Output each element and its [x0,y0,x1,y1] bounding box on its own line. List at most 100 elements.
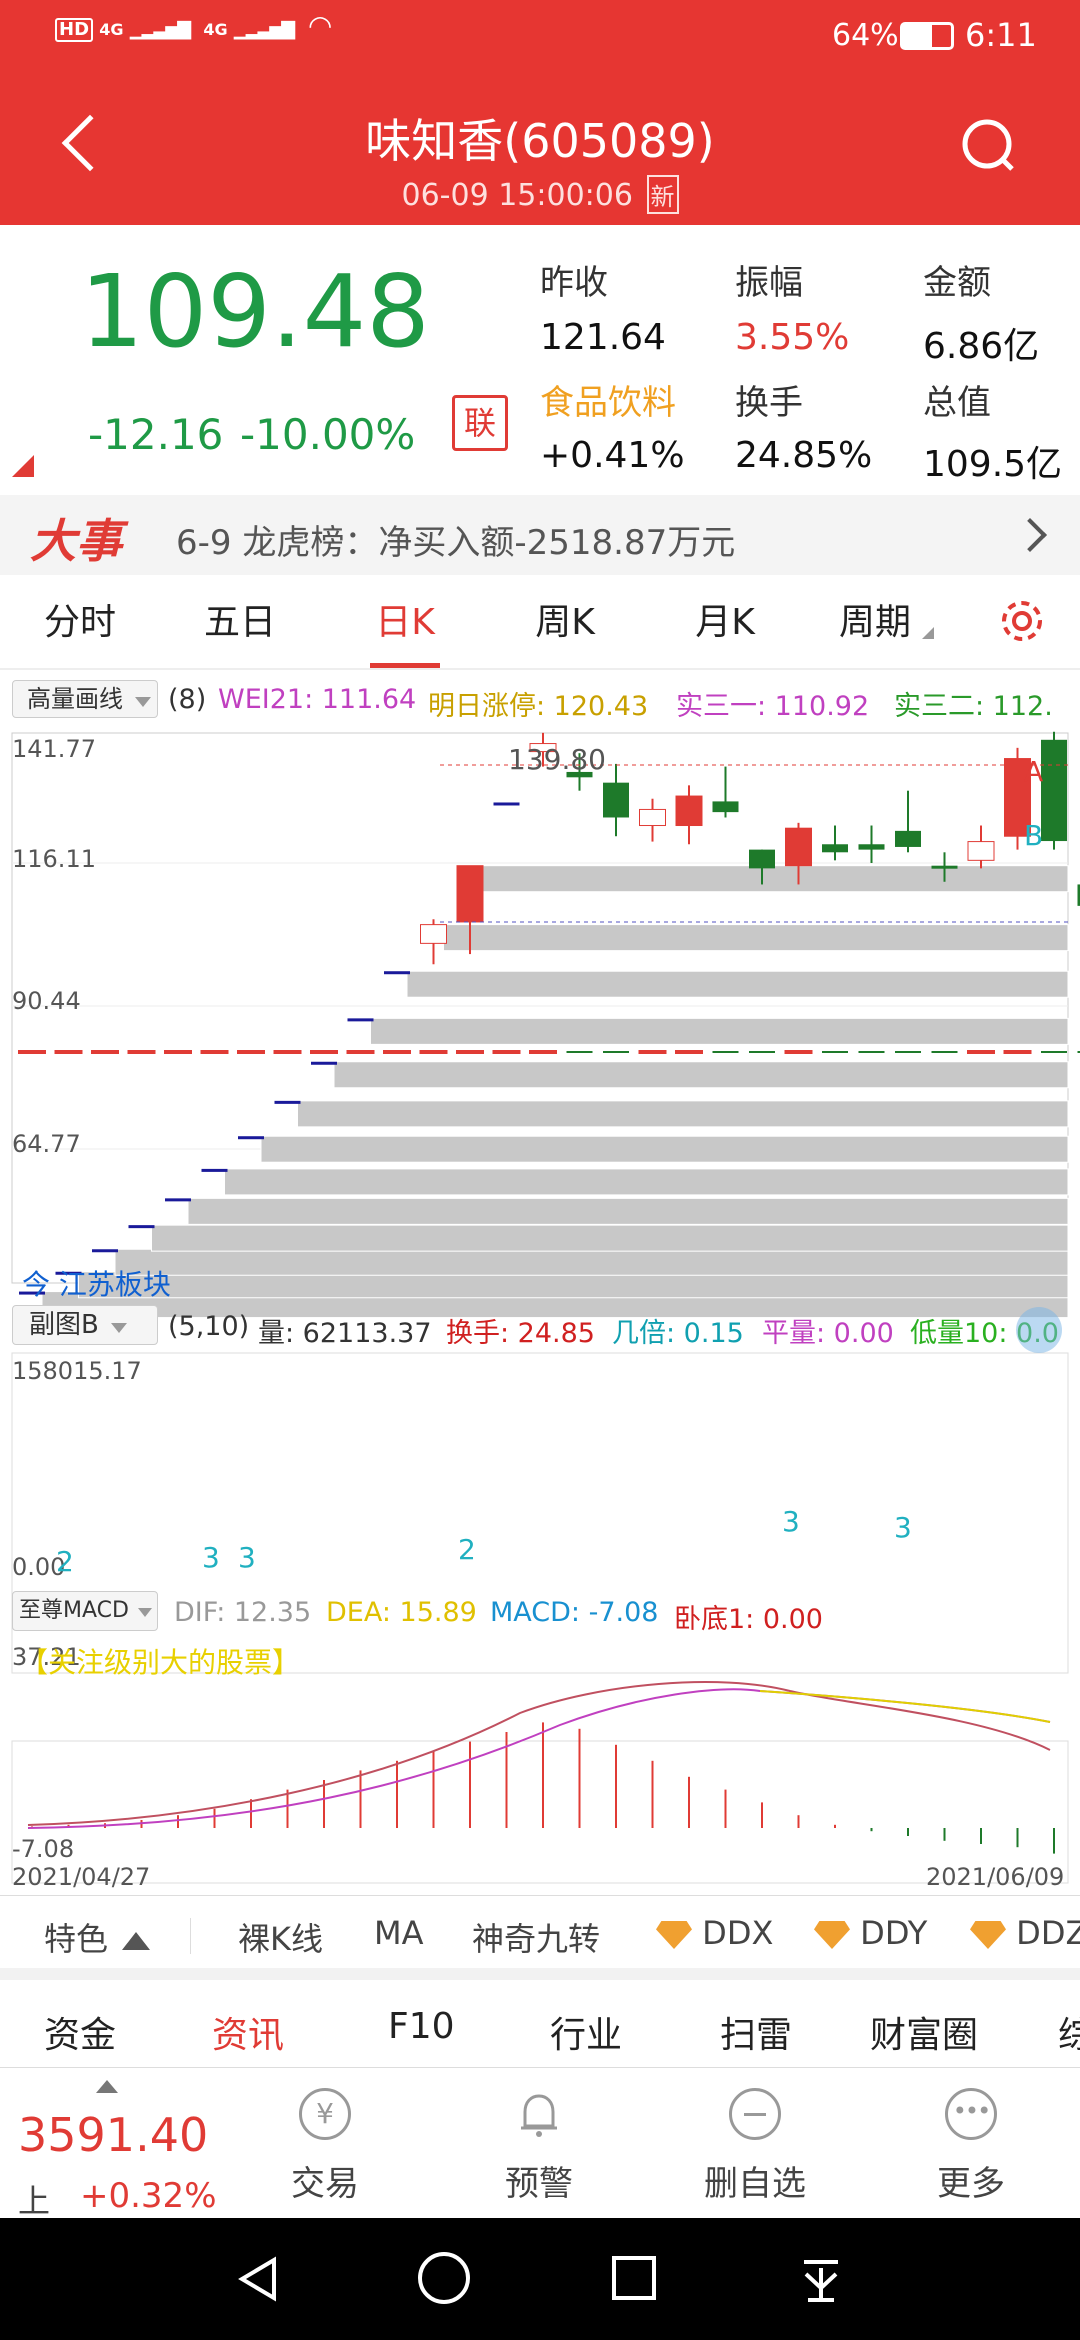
field-value-amount: 6.86亿 [923,326,1040,367]
last-price: 109.48 [80,253,430,370]
scroll-handle[interactable] [1016,1307,1062,1353]
tab-intraday[interactable]: 分时 [43,602,116,643]
volume-bottom-label: 0.00 [12,1553,66,1581]
volume-profile [41,865,1069,1319]
y-label-4: 64.77 [12,1130,81,1158]
volume-marker: 2 [56,1545,74,1578]
volume-bar [784,1050,813,1054]
tab-daily-k[interactable]: 日K [375,602,435,643]
tool-ddy-label: DDY [860,1914,928,1952]
sector-label[interactable]: 食品饮料 [540,383,676,423]
info-tab-community[interactable]: 财富圈 [870,2015,979,2056]
volume-selector[interactable]: 副图B [12,1305,158,1345]
news-bar[interactable]: 大事 6-9 龙虎榜：净买入额-2518.87万元 [0,495,1080,575]
tool-featured[interactable]: 特色 [44,1914,151,1960]
volume-bar [1041,1051,1067,1053]
trade-button[interactable]: ¥ 交易 [270,2088,380,2208]
info-tab-funds[interactable]: 资金 [44,2015,117,2056]
index-widget[interactable]: 3591.40 上 +0.32% [0,2068,250,2220]
nav-notification-icon[interactable] [796,2254,846,2304]
gear-icon[interactable] [998,597,1046,645]
volume-bar [91,1050,119,1054]
volume-profile-bar [479,865,1069,893]
volume-bar [638,1050,667,1054]
tool-ddx-label: DDX [702,1914,774,1952]
vol-turnover: 换手: 24.85 [446,1318,595,1349]
volume-bar [127,1050,156,1054]
candle-body [931,865,958,869]
minus-circle-icon [729,2088,781,2140]
volume-profile-bar [187,1197,1069,1225]
timestamp: 06-09 15:00:06 [401,178,633,213]
candle-body [92,1249,118,1253]
page-title: 味知香(605089) [365,114,715,168]
index-name: 上 [18,2182,51,2220]
volume-top-label: 158015.17 [12,1357,142,1385]
alert-button[interactable]: 预警 [484,2088,594,2208]
more-button[interactable]: ••• 更多 [916,2088,1026,2208]
macd-selector[interactable]: 至尊MACD [12,1591,158,1631]
nav-recents-icon[interactable] [612,2256,656,2300]
candle-body [822,844,848,853]
candle-body [311,1061,337,1065]
macd-note: 【关注级别大的股票】 [20,1646,301,1679]
macd-selector-label: 至尊MACD [19,1598,129,1623]
candle-body [858,844,885,850]
info-tab-more[interactable]: 综 [1058,2015,1080,2056]
period-dropdown-icon [922,627,934,639]
volume-profile-bar [224,1168,1069,1196]
candle-body [712,801,739,813]
period-tabs: 分时 五日 日K 周K 月K 周期 [0,575,1080,670]
nav-home-icon[interactable] [418,2252,470,2304]
l2-diamond-icon [814,1921,850,1949]
tool-ddz[interactable]: DDZ [970,1914,1080,1952]
volume-profile-bar [370,1017,1069,1045]
volume-bar [492,1050,521,1054]
info-tab-f10[interactable]: F10 [388,2006,455,2047]
volume-bar [346,1050,375,1054]
title-bar: 味知香(605089) 06-09 15:00:06 新 [0,75,1080,225]
volume-bar [822,1051,848,1053]
date-start: 2021/04/27 [12,1863,151,1891]
tool-ddx[interactable]: DDX [656,1914,773,1952]
macd-frame [11,1740,1069,1884]
tool-nine-turn[interactable]: 神奇九转 [472,1920,601,1958]
date-end: 2021/06/09 [926,1863,1065,1891]
volume-marker: 3 [894,1511,912,1544]
candle-body [1077,884,1080,906]
volume-selector-label: 副图B [29,1310,99,1340]
lian-badge[interactable]: 联 [452,395,508,451]
tab-weekly-k[interactable]: 周K [535,602,595,643]
tool-naked-k[interactable]: 裸K线 [238,1920,323,1958]
volume-bar [566,1051,593,1053]
dif-line [27,1681,1051,1826]
new-badge: 新 [646,175,679,214]
search-icon[interactable] [960,117,1016,173]
info-tab-industry[interactable]: 行业 [550,2015,623,2056]
candle-body [566,771,593,778]
remove-watchlist-button[interactable]: 删自选 [690,2088,820,2208]
candle-body [749,849,775,869]
battery-percent: 64% [832,18,899,53]
volume-bar [858,1051,885,1053]
bell-icon [517,2088,561,2140]
volume-bar [1077,1051,1080,1053]
tab-five-day[interactable]: 五日 [203,602,276,643]
volume-bar [54,1050,83,1054]
volume-profile-bar [443,924,1069,952]
tab-monthly-k[interactable]: 月K [695,602,755,643]
kline-selector[interactable]: 高量画线 [12,680,158,718]
chart-area[interactable]: 141.77 116.11 90.44 64.77 139.80 A B 今 江… [0,725,1080,1895]
tool-ddy[interactable]: DDY [814,1914,927,1952]
nav-back-icon[interactable] [234,2254,284,2304]
dropdown-icon [111,1323,128,1333]
tab-period[interactable]: 周期 [838,602,911,643]
tool-ma[interactable]: MA [374,1914,424,1952]
candle-body [274,1100,301,1104]
info-tab-news[interactable]: 资讯 [212,2015,285,2056]
kline-wei21: WEI21: 111.64 [218,684,417,715]
info-tab-risk[interactable]: 扫雷 [720,2015,793,2056]
macd-wodi: 卧底1: 0.00 [674,1604,823,1635]
candle-body [1041,739,1067,842]
corner-marker [12,455,34,477]
